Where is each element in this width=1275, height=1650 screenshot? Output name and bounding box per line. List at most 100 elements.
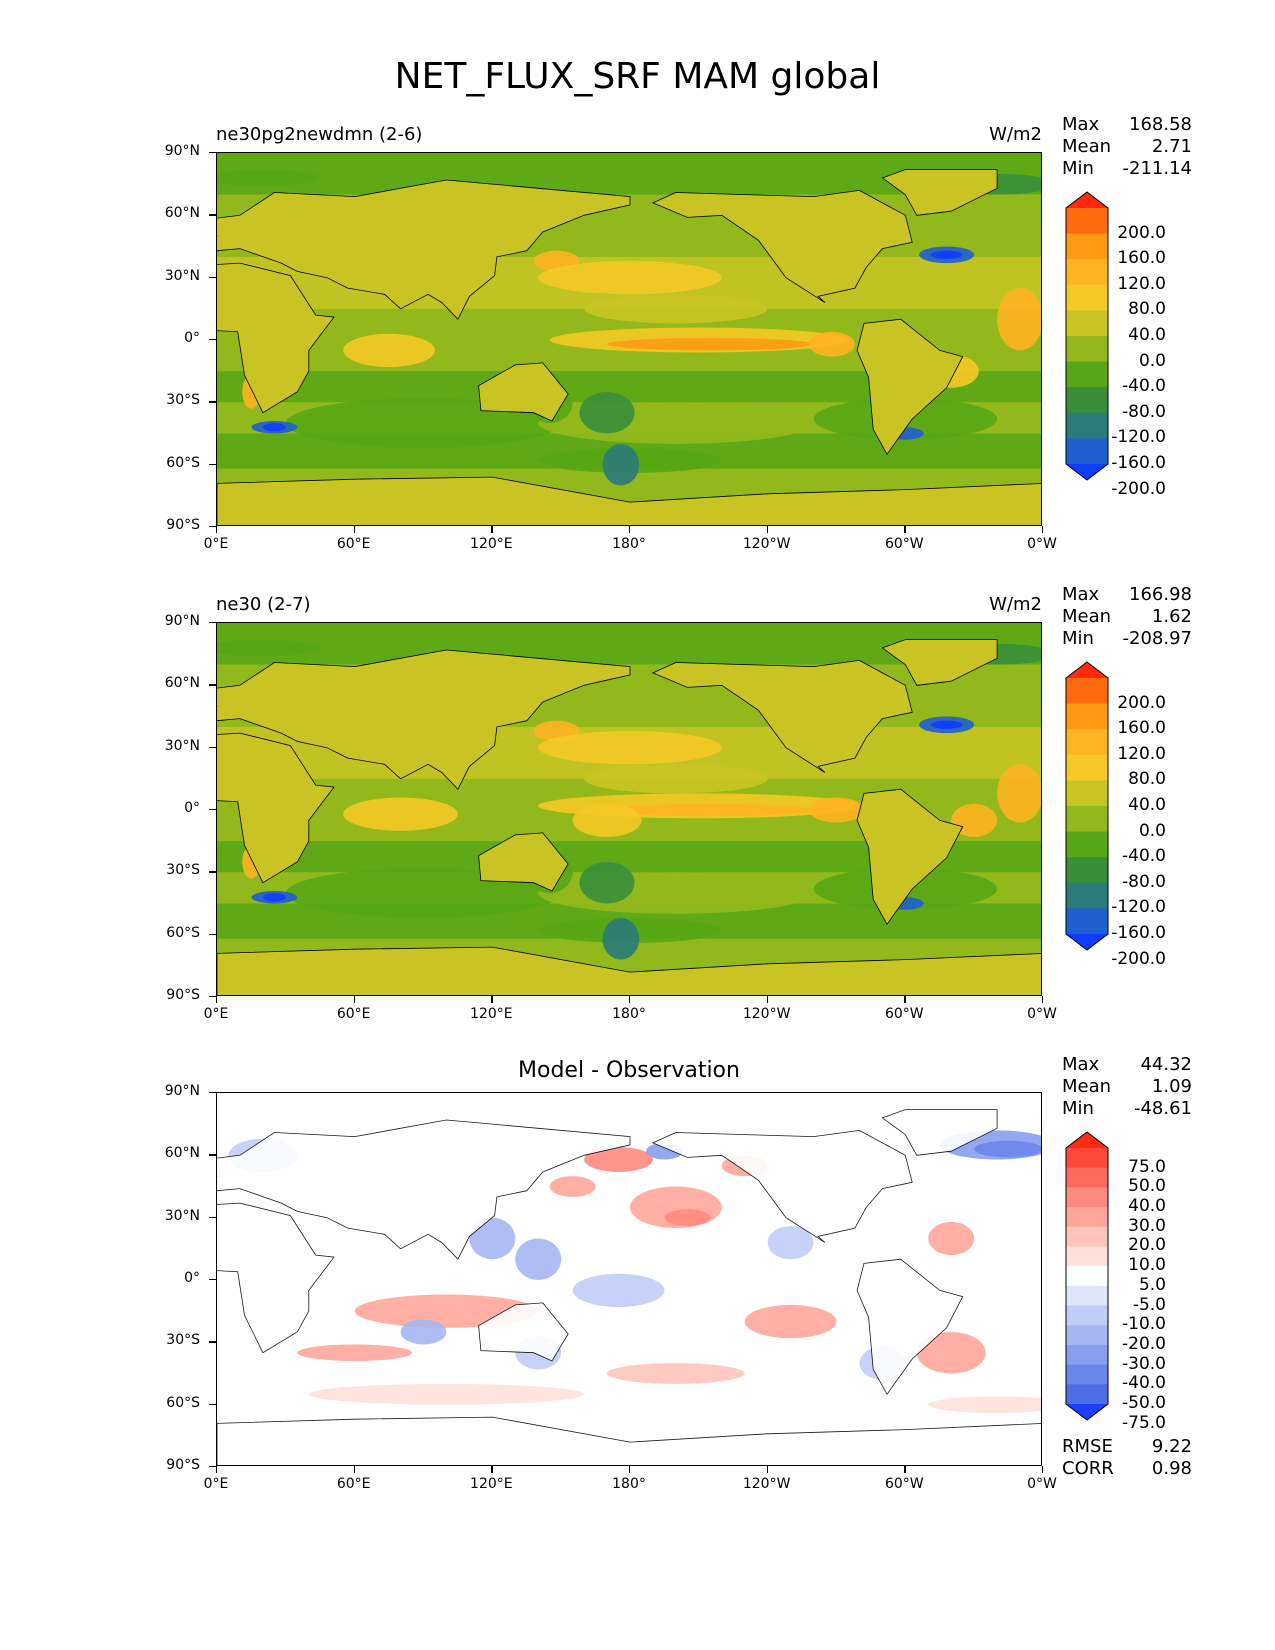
corr-value: 0.98 — [1151, 1458, 1192, 1479]
continent-outline — [856, 1258, 964, 1396]
y-tick-label: 30°S — [166, 1332, 200, 1349]
contour-region — [572, 1273, 665, 1308]
colorbar-tick-label: -160.0 — [1111, 923, 1166, 943]
colorbar-tick-label: -50.0 — [1122, 1393, 1166, 1413]
contour-region — [584, 1147, 653, 1172]
colorbar-segment — [1066, 1167, 1108, 1188]
contour-region — [664, 1209, 711, 1226]
continent-outline — [217, 179, 631, 320]
colorbar-segment — [1066, 284, 1108, 311]
y-tick-mark — [209, 933, 216, 935]
x-tick-label: 180° — [612, 1006, 646, 1022]
continent-outline — [651, 1129, 913, 1243]
colorbar-segment — [1066, 703, 1108, 730]
y-tick-mark — [209, 871, 216, 873]
colorbar-tick-label: -80.0 — [1122, 401, 1166, 422]
continent-outline — [478, 1302, 569, 1362]
colorbar-segment — [1066, 754, 1108, 781]
x-tick-mark — [353, 996, 355, 1003]
stat-max-label: Max — [1062, 114, 1100, 135]
colorbar-segment — [1066, 336, 1108, 363]
y-tick-label: 90°N — [164, 613, 200, 629]
map-plot — [216, 152, 1042, 526]
colorbar-tick-label: -10.0 — [1122, 1314, 1166, 1335]
colorbar-extend-top — [1066, 662, 1108, 678]
x-tick-mark — [491, 526, 493, 533]
contour-region — [607, 803, 814, 817]
contour-region — [997, 764, 1041, 823]
y-tick-label: 60°N — [164, 1145, 200, 1162]
colorbar-segment — [1066, 1207, 1108, 1228]
panel-subtitle: Model - Observation — [518, 1058, 740, 1083]
stat-min-value: -208.97 — [1122, 628, 1192, 649]
x-tick-label: 60°W — [884, 1476, 924, 1492]
panel-2: ne30 (2-7) W/m2 Max 166.98 Mean 1.62 Min -2… — [0, 580, 1275, 1022]
x-tick-mark — [904, 1466, 906, 1473]
x-tick-label: 60°E — [336, 1476, 371, 1492]
stat-mean-label: Mean — [1062, 1076, 1112, 1097]
x-tick-mark — [904, 526, 906, 533]
colorbar-segment — [1066, 1344, 1108, 1366]
colorbar-tick-label: -120.0 — [1111, 427, 1166, 448]
x-tick-mark — [216, 1466, 218, 1473]
contour-region — [343, 333, 435, 368]
y-tick-mark — [209, 1466, 216, 1468]
continent-outline — [651, 659, 913, 773]
y-tick-label: 60°N — [164, 675, 200, 692]
y-tick-mark — [209, 746, 216, 748]
x-tick-mark — [766, 996, 768, 1003]
x-tick-mark — [491, 1466, 493, 1473]
y-tick-mark — [209, 684, 216, 686]
colorbar-segment — [1066, 412, 1108, 439]
x-tick-mark — [216, 996, 218, 1003]
x-tick-mark — [491, 996, 493, 1003]
colorbar-tick-label: 40.0 — [1128, 325, 1166, 345]
continent-outline — [856, 788, 964, 926]
colorbar-tick-label: -30.0 — [1122, 1353, 1166, 1374]
contour-region — [939, 252, 954, 257]
colorbar-segment — [1066, 729, 1108, 756]
stat-min-value: -48.61 — [1133, 1098, 1192, 1119]
contour-region — [808, 331, 855, 357]
colorbar-tick-label: -5.0 — [1132, 1294, 1166, 1315]
continent-outline — [651, 189, 913, 303]
contour-region — [997, 288, 1041, 351]
colorbar-segment — [1066, 233, 1108, 260]
stat-mean-label: Mean — [1062, 606, 1112, 627]
y-tick-label: 30°N — [164, 1207, 200, 1224]
colorbar-segment — [1066, 1384, 1108, 1405]
y-tick-label: 0° — [184, 330, 200, 346]
colorbar-tick-label: 40.0 — [1128, 1196, 1166, 1217]
y-tick-mark — [209, 526, 216, 528]
y-tick-label: 0° — [184, 1270, 200, 1286]
colorbar-tick-label: 5.0 — [1138, 1274, 1166, 1295]
colorbar-segment — [1066, 1266, 1108, 1287]
colorbar-tick-label: -200.0 — [1111, 948, 1166, 969]
stat-min-label: Min — [1062, 628, 1094, 649]
continent-outline — [881, 1109, 998, 1156]
y-tick-label: 60°S — [166, 924, 200, 941]
contour-region — [951, 803, 998, 838]
colorbar-tick-label: -200.0 — [1111, 478, 1166, 499]
colorbar-segment — [1066, 1325, 1108, 1346]
y-tick-label: 90°S — [166, 987, 200, 1003]
contour-region — [579, 861, 635, 904]
units-label: W/m2 — [989, 594, 1042, 615]
stats-box: Max 168.58 Mean 2.71 Min -211.14 — [1062, 114, 1192, 180]
x-tick-mark — [629, 996, 631, 1003]
y-tick-mark — [209, 463, 216, 465]
contour-region — [808, 797, 865, 823]
y-tick-label: 30°N — [164, 267, 200, 284]
colorbar-outline — [1065, 1131, 1109, 1421]
colorbar-tick-label: -80.0 — [1122, 871, 1166, 892]
colorbar-tick-label: 40.0 — [1128, 795, 1166, 815]
y-tick-mark — [209, 1403, 216, 1405]
panel-3: Model - Observation Max 44.32 Mean 1.09 Mi… — [0, 1050, 1275, 1492]
continent-outline — [217, 262, 335, 414]
y-tick-mark — [209, 1279, 216, 1281]
y-tick-mark — [209, 214, 216, 216]
continent-outline — [478, 362, 569, 422]
contour-region — [584, 764, 768, 794]
colorbar-tick-label: 30.0 — [1128, 1215, 1166, 1236]
colorbar-tick-label: -40.0 — [1122, 846, 1166, 867]
